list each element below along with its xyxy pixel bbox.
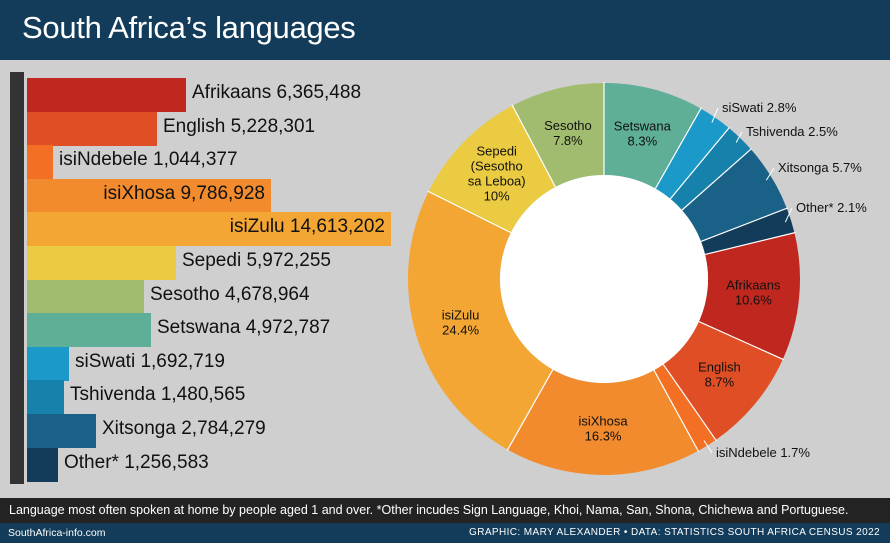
donut-label: Sesotho 7.8% — [544, 118, 592, 148]
donut-label: English 8.7% — [698, 359, 741, 389]
donut-leader-line — [711, 107, 719, 123]
bar — [27, 179, 271, 213]
bar-label: Other* 1,256,583 — [64, 452, 209, 473]
donut-label: isiZulu 24.4% — [442, 307, 480, 337]
bar — [27, 414, 96, 448]
donut-label: Sepedi (Sesotho sa Leboa) 10% — [468, 144, 526, 204]
bar — [27, 313, 151, 347]
footnote: Language most often spoken at home by pe… — [0, 498, 890, 523]
bar-row: Setswana 4,972,787 — [27, 313, 427, 347]
bar — [27, 145, 53, 179]
donut-label: Tshivenda 2.5% — [746, 124, 838, 139]
bar — [27, 246, 176, 280]
bar-label: isiZulu 14,613,202 — [229, 216, 385, 237]
bar-row: isiXhosa 9,786,928 — [27, 179, 427, 213]
donut-slice — [512, 83, 604, 188]
donut-slice-separator — [653, 369, 700, 453]
donut-slice — [701, 208, 795, 255]
bar — [27, 212, 391, 246]
donut-slice — [604, 83, 701, 189]
donut-label: isiNdebele 1.7% — [716, 445, 810, 460]
bar-chart-axis-rule — [10, 72, 24, 484]
donut-label: Setswana 8.3% — [614, 118, 672, 148]
donut-slice-separator — [662, 364, 717, 442]
donut-label: Afrikaans 10.6% — [726, 277, 781, 307]
donut-slice — [663, 321, 783, 440]
bar-label: isiXhosa 9,786,928 — [103, 183, 265, 204]
donut-label: isiXhosa 16.3% — [578, 413, 628, 443]
bar — [27, 347, 69, 381]
donut-leader-line — [784, 207, 793, 223]
bar-label: Afrikaans 6,365,488 — [192, 82, 362, 103]
bar — [27, 280, 144, 314]
bar-label: Sesotho 4,678,964 — [150, 284, 310, 305]
donut-hole — [500, 175, 708, 383]
donut-label: Xitsonga 5.7% — [778, 160, 862, 175]
donut-slice-separator — [427, 190, 512, 234]
footer-band: SouthAfrica-info.com GRAPHIC: MARY ALEXA… — [0, 523, 890, 543]
chart-title: South Africa’s languages — [22, 10, 356, 45]
bar-label: Sepedi 5,972,255 — [182, 250, 331, 271]
bar-row: Sesotho 4,678,964 — [27, 280, 427, 314]
bar-label: siSwati 1,692,719 — [75, 351, 225, 372]
donut-slice-separator — [506, 369, 554, 451]
donut-slice — [428, 105, 556, 233]
donut-leader-line — [765, 167, 775, 181]
donut-slice-separator — [681, 148, 752, 211]
donut-slice — [653, 364, 716, 451]
bar — [27, 448, 58, 482]
donut-slice — [408, 191, 553, 450]
bar-row: Sepedi 5,972,255 — [27, 246, 427, 280]
bar — [27, 112, 157, 146]
donut-label: Other* 2.1% — [796, 200, 867, 215]
donut-slice-separator — [511, 104, 556, 188]
bar-label: English 5,228,301 — [163, 116, 316, 137]
bar-label: Setswana 4,972,787 — [157, 317, 331, 338]
donut-label: siSwati 2.8% — [722, 100, 797, 115]
donut-slice — [670, 127, 751, 211]
donut-leader-line — [735, 131, 743, 143]
donut-slice-separator — [698, 321, 784, 361]
donut-slice — [655, 108, 729, 199]
bar-label: Tshivenda 1,480,565 — [70, 384, 246, 405]
donut-slice-separator — [700, 207, 788, 243]
bar-row: isiZulu 14,613,202 — [27, 212, 427, 246]
donut-slice-separator — [654, 107, 702, 189]
footer-site-link[interactable]: SouthAfrica-info.com — [8, 527, 106, 539]
bar-label: isiNdebele 1,044,377 — [59, 149, 238, 170]
donut-slice — [698, 232, 800, 360]
donut-slice-separator — [669, 126, 731, 200]
header-band: South Africa’s languages — [0, 0, 890, 60]
bar-row: siSwati 1,692,719 — [27, 347, 427, 381]
bar-row: Other* 1,256,583 — [27, 448, 427, 482]
donut-leader-line — [703, 440, 713, 454]
bar-row: Afrikaans 6,365,488 — [27, 78, 427, 112]
bar-row: Tshivenda 1,480,565 — [27, 380, 427, 414]
bar-label: Xitsonga 2,784,279 — [102, 418, 266, 439]
bar — [27, 380, 64, 414]
donut-slice-separator — [704, 231, 796, 256]
bar-row: isiNdebele 1,044,377 — [27, 145, 427, 179]
footer-credit: GRAPHIC: MARY ALEXANDER • DATA: STATISTI… — [469, 527, 880, 538]
bar — [27, 78, 186, 112]
donut-slice — [507, 369, 699, 476]
bar-row: English 5,228,301 — [27, 112, 427, 146]
bar-row: Xitsonga 2,784,279 — [27, 414, 427, 448]
